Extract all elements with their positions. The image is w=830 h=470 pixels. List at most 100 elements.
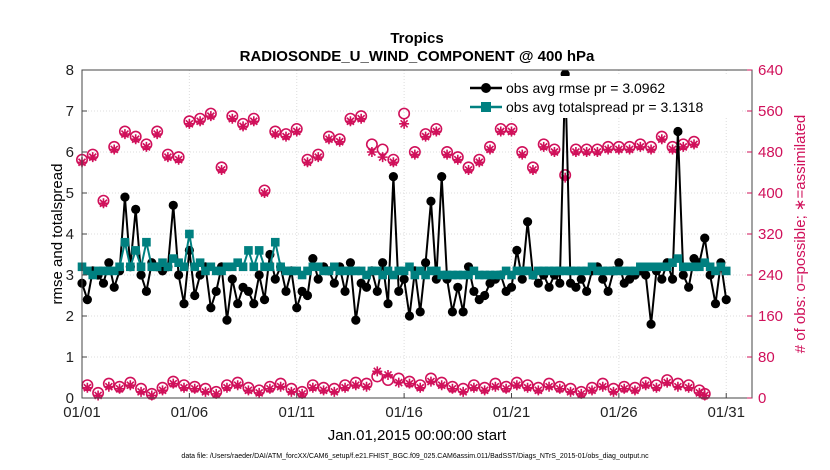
rmse-series-point xyxy=(308,254,318,264)
obs-assimilated-point xyxy=(587,385,598,396)
spread-series-point xyxy=(426,266,436,276)
obs-assimilated-point xyxy=(211,388,222,399)
series-layer xyxy=(76,69,731,401)
spread-series-point xyxy=(652,262,661,272)
obs-assimilated-point xyxy=(157,385,168,396)
obs-assimilated-point xyxy=(361,381,372,392)
spread-series-point xyxy=(389,270,398,280)
rmse-series-point xyxy=(131,204,141,214)
obs-assimilated-point xyxy=(667,144,678,155)
obs-assimilated-point xyxy=(576,388,587,399)
rmse-series-point xyxy=(657,274,667,284)
y2-tick-label: 80 xyxy=(758,349,775,366)
obs-assimilated-point xyxy=(281,131,292,142)
obs-assimilated-point xyxy=(597,381,608,392)
spread-series-point xyxy=(442,270,452,280)
rmse-series-point xyxy=(555,278,565,288)
rmse-series-point xyxy=(684,282,694,292)
spread-series-point xyxy=(158,258,167,267)
obs-assimilated-point xyxy=(125,380,136,391)
spread-series-point xyxy=(346,266,355,276)
spread-series-point xyxy=(657,262,667,272)
rmse-series-point xyxy=(404,311,415,321)
obs-assimilated-point xyxy=(345,116,356,127)
rmse-series-point xyxy=(109,282,119,292)
y-tick-label: 5 xyxy=(66,185,74,202)
ticks: 01/01 01/06 01/11 01/16 01/21 01/26 01/31 0 1 2 3 4… xyxy=(63,62,783,421)
rmse-series-point xyxy=(340,286,350,296)
spread-series-point xyxy=(126,262,135,272)
spread-series-point xyxy=(238,262,248,272)
y2-tick-label: 160 xyxy=(758,308,783,325)
rmse-series-point xyxy=(420,258,431,268)
obs-assimilated-point xyxy=(173,154,184,165)
obs-assimilated-point xyxy=(506,126,517,137)
obs-assimilated-point xyxy=(565,386,576,397)
spread-series-point xyxy=(517,266,527,276)
obs-assimilated-point xyxy=(243,385,254,396)
rmse-series-point xyxy=(361,282,372,292)
spread-series-point xyxy=(534,266,543,276)
spread-series-point xyxy=(88,270,98,280)
rmse-series-point xyxy=(571,282,581,292)
obs-assimilated-point xyxy=(302,157,313,168)
spread-series-point xyxy=(281,266,291,276)
legend-rmse-label: obs avg rmse pr = 3.0962 xyxy=(506,80,665,96)
obs-assimilated-point xyxy=(554,383,565,394)
obs-assimilated-point xyxy=(383,369,394,380)
spread-series-point xyxy=(378,270,387,280)
x-tick-label: 01/01 xyxy=(63,404,101,421)
obs-assimilated-point xyxy=(490,381,501,392)
y2-tick-label: 480 xyxy=(758,144,783,161)
rmse-series-point xyxy=(302,290,313,301)
data-file-footnote: data file: /Users/raeder/DAI/ATM_forcXX/… xyxy=(181,453,649,460)
rmse-series-point xyxy=(104,258,114,268)
spread-series-point xyxy=(287,266,296,276)
y2-tick-label: 320 xyxy=(758,226,783,243)
spread-series-point xyxy=(308,262,318,272)
spread-series-point xyxy=(716,262,726,272)
obs-assimilated-point xyxy=(254,387,265,398)
obs-assimilated-point xyxy=(694,387,705,398)
obs-assimilated-point xyxy=(313,152,324,163)
spread-series-point xyxy=(636,262,645,272)
y2-tick-label: 240 xyxy=(758,267,783,284)
rmse-series-point xyxy=(120,192,130,202)
y-tick-label: 4 xyxy=(66,226,74,243)
spread-series-point xyxy=(507,270,516,280)
x-axis-label: Jan.01,2015 00:00:00 start xyxy=(328,427,507,444)
rmse-series-point xyxy=(292,303,302,313)
spread-series-point xyxy=(383,266,393,276)
spread-series-point xyxy=(104,266,114,276)
obs-assimilated-point xyxy=(656,134,667,145)
spread-series-point xyxy=(142,237,151,247)
obs-assimilated-point xyxy=(238,121,249,132)
spread-series-point xyxy=(485,270,495,280)
obs-assimilated-point xyxy=(635,141,646,152)
rmse-series-point xyxy=(517,274,527,284)
spread-series-point xyxy=(244,246,253,255)
y-tick-label: 7 xyxy=(66,103,74,120)
rmse-series-point xyxy=(453,282,463,292)
rmse-series-point xyxy=(533,278,543,288)
spread-series-point xyxy=(711,266,720,276)
obs-assimilated-point xyxy=(205,111,216,122)
rmse-series-point xyxy=(582,286,592,296)
obs-assimilated-point xyxy=(216,164,227,175)
rmse-series-point xyxy=(345,258,356,268)
series-asterisk xyxy=(77,111,710,401)
obs-assimilated-point xyxy=(152,129,163,140)
y-tick-label: 1 xyxy=(66,349,74,366)
obs-assimilated-point xyxy=(538,141,549,152)
spread-series-point xyxy=(544,266,554,276)
spread-series-point xyxy=(303,266,312,276)
spread-series-point xyxy=(560,266,570,276)
spread-series-point xyxy=(501,266,511,276)
spread-series-point xyxy=(131,246,140,255)
obs-assimilated-point xyxy=(425,376,436,387)
rmse-series-point xyxy=(259,295,270,305)
obs-assimilated-point xyxy=(130,134,141,145)
spread-series-point xyxy=(270,237,280,247)
spread-series-point xyxy=(228,262,237,272)
